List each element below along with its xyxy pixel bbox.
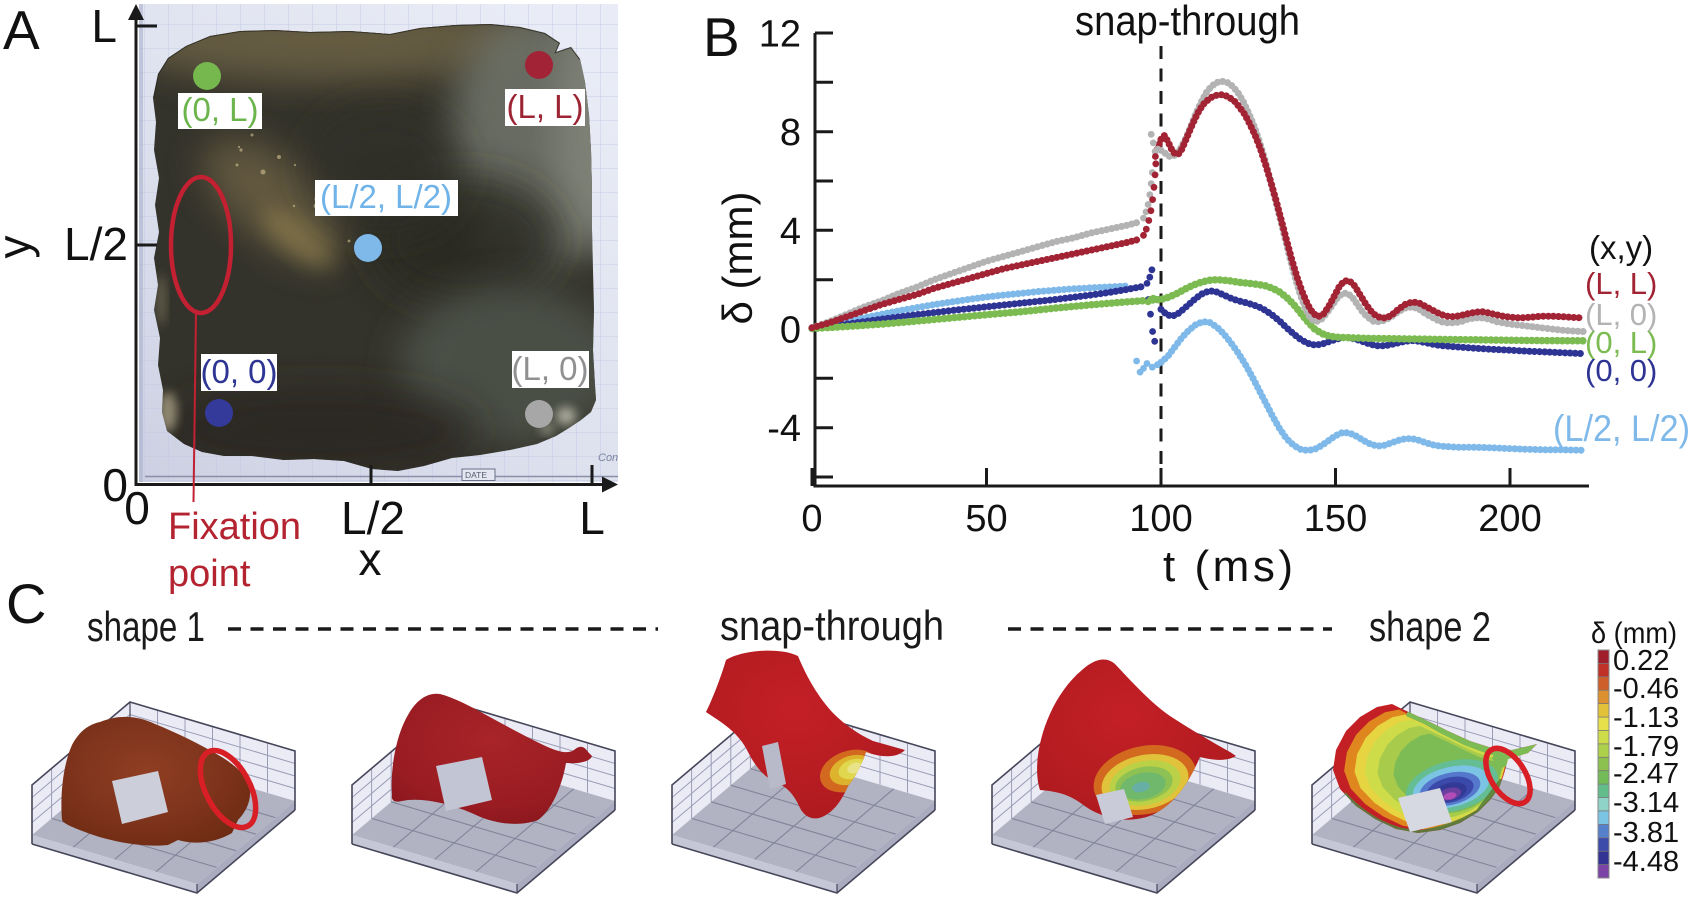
svg-text:0: 0	[102, 459, 128, 511]
svg-text:4: 4	[780, 211, 801, 253]
svg-text:x: x	[359, 533, 382, 585]
svg-text:-2.47: -2.47	[1613, 758, 1679, 790]
svg-text:δ (mm): δ (mm)	[714, 192, 761, 325]
svg-text:0.22: 0.22	[1613, 645, 1669, 677]
svg-text:(L, L): (L, L)	[506, 88, 583, 125]
svg-text:y: y	[0, 236, 40, 259]
svg-text:-1.13: -1.13	[1613, 702, 1679, 734]
svg-text:(0, L): (0, L)	[1585, 325, 1657, 360]
svg-text:L: L	[91, 0, 117, 52]
svg-text:(0, L): (0, L)	[181, 91, 258, 128]
svg-text:100: 100	[1129, 498, 1192, 540]
svg-text:-3.81: -3.81	[1613, 817, 1679, 849]
svg-text:L/2: L/2	[341, 492, 405, 544]
svg-text:0: 0	[124, 482, 150, 534]
svg-text:(L, L): (L, L)	[1585, 266, 1657, 301]
svg-text:(L, 0): (L, 0)	[511, 350, 588, 387]
svg-text:L: L	[579, 492, 605, 544]
svg-text:-1.79: -1.79	[1613, 731, 1679, 763]
svg-text:snap-through: snap-through	[1075, 0, 1300, 44]
svg-text:0: 0	[801, 498, 822, 540]
svg-text:8: 8	[780, 112, 801, 154]
svg-text:(0, 0): (0, 0)	[1585, 353, 1657, 388]
svg-text:shape 1: shape 1	[87, 603, 205, 650]
svg-text:snap-through: snap-through	[720, 602, 944, 649]
svg-text:Con: Con	[598, 452, 618, 464]
svg-text:12: 12	[759, 14, 801, 56]
svg-text:-3.14: -3.14	[1613, 787, 1679, 819]
svg-text:0: 0	[780, 310, 801, 352]
svg-text:(L/2, L/2): (L/2, L/2)	[1553, 408, 1690, 449]
svg-text:L/2: L/2	[64, 218, 128, 270]
svg-text:200: 200	[1478, 498, 1541, 540]
svg-text:(x,y): (x,y)	[1589, 229, 1653, 266]
svg-text:C: C	[6, 572, 46, 635]
svg-text:-4: -4	[767, 408, 801, 450]
svg-text:(L/2, L/2): (L/2, L/2)	[320, 178, 452, 215]
svg-text:-0.46: -0.46	[1613, 673, 1679, 705]
svg-text:(0, 0): (0, 0)	[200, 353, 277, 390]
svg-text:t (ms): t (ms)	[1163, 542, 1293, 591]
svg-text:δ (mm): δ (mm)	[1591, 617, 1677, 650]
svg-text:B: B	[703, 6, 740, 68]
svg-text:150: 150	[1304, 498, 1367, 540]
svg-text:-4.48: -4.48	[1613, 846, 1679, 878]
svg-text:shape 2: shape 2	[1369, 603, 1491, 650]
svg-text:Fixation: Fixation	[168, 506, 301, 548]
svg-text:A: A	[3, 0, 40, 61]
svg-text:(L, 0): (L, 0)	[1585, 297, 1657, 332]
svg-text:DATE: DATE	[465, 470, 487, 480]
svg-text:50: 50	[965, 498, 1007, 540]
svg-text:point: point	[168, 553, 251, 595]
